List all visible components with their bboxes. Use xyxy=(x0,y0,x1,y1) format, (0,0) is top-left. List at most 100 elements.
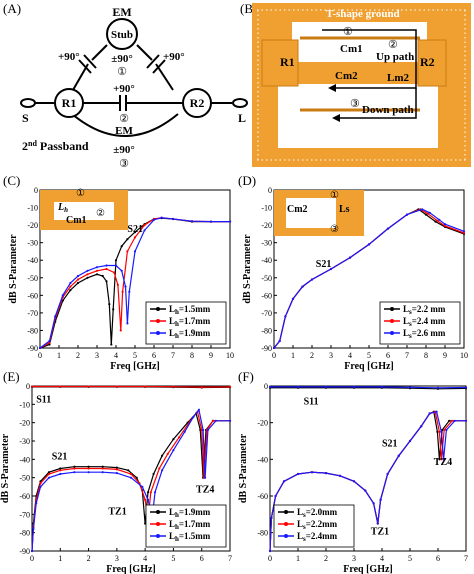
panel-a-label: (A) xyxy=(3,1,21,16)
series-point-2 xyxy=(464,419,468,422)
series-line-2 xyxy=(273,208,465,349)
series-point-4 xyxy=(324,385,328,388)
x-tick-label: 6 xyxy=(436,554,440,563)
y-tick-label: -80 xyxy=(27,326,38,335)
y-tick-label: -30 xyxy=(261,239,272,248)
series-point-2 xyxy=(228,419,232,422)
inset-c-lh: Lh xyxy=(57,202,68,214)
inset-d: ① ③ Cm2 Ls xyxy=(274,190,364,236)
series-point-0 xyxy=(114,259,118,262)
legend-marker xyxy=(284,510,288,514)
legend-marker xyxy=(156,510,160,514)
series-point-0 xyxy=(73,465,76,468)
x-axis-label: Freq [GHz] xyxy=(106,564,156,574)
series-point-0 xyxy=(110,343,113,346)
series-point-1 xyxy=(133,236,137,239)
series-point-2 xyxy=(69,281,72,285)
y-tick-label: 0 xyxy=(34,186,38,195)
series-point-4 xyxy=(296,385,300,388)
chart-f: (F) 0 1 2 3 4 5 6 7 -80 -60 -40 -20 0 Freq [GHz] dB S-P… xyxy=(238,369,468,574)
y-tick-label: -20 xyxy=(27,221,38,230)
load-label: L xyxy=(238,111,246,125)
series-point-2 xyxy=(202,428,205,432)
series-point-2 xyxy=(146,498,150,501)
x-tick-label: 7 xyxy=(405,351,409,360)
y-tick-label: -60 xyxy=(257,492,268,501)
mid-em: EM xyxy=(115,125,133,137)
series-point-0 xyxy=(120,245,123,248)
panel-label: (F) xyxy=(238,369,254,384)
y-tick-label: -90 xyxy=(19,547,30,556)
series-point-2 xyxy=(372,502,375,505)
x-tick-label: 2 xyxy=(324,554,328,563)
series-point-2 xyxy=(206,428,209,432)
series-point-1 xyxy=(69,285,72,288)
series-point-2 xyxy=(73,471,76,474)
series-point-2 xyxy=(183,430,186,433)
panel-a-schematic: (A) EM Stub R1 R2 S L +90° +90° ±90° ① +… xyxy=(3,1,248,170)
series-point-0 xyxy=(101,465,104,468)
line-right-lower xyxy=(155,63,174,91)
series-point-2 xyxy=(376,522,379,525)
x-tick-label: 3 xyxy=(95,351,99,360)
series-point-2 xyxy=(364,489,367,492)
y-tick-label: -10 xyxy=(27,204,38,213)
x-tick-label: 3 xyxy=(352,554,356,563)
legend-entry: Lh=1.7mm xyxy=(169,519,211,531)
series-point-2 xyxy=(420,425,423,428)
legend-entry: Ls=2.6 mm xyxy=(403,328,446,340)
series-point-0 xyxy=(126,238,129,241)
series-point-1 xyxy=(47,472,51,476)
y-tick-label: -60 xyxy=(19,492,30,501)
series-point-0 xyxy=(87,465,90,468)
y-axis-label: dB S-Parameter xyxy=(242,234,253,304)
series-point-2 xyxy=(120,269,123,272)
ground-label: T-shape ground xyxy=(326,8,400,20)
series-point-4 xyxy=(115,385,118,388)
x-tick-label: 4 xyxy=(114,351,118,360)
stub-num: ① xyxy=(117,66,127,78)
down-path-label: Down path xyxy=(362,104,414,116)
series-point-4 xyxy=(200,386,203,389)
x-tick-label: 5 xyxy=(367,351,371,360)
series-point-0 xyxy=(95,273,99,276)
x-axis-label: Freq [GHz] xyxy=(344,361,394,372)
x-tick-label: 10 xyxy=(460,351,468,360)
series-point-2 xyxy=(204,476,207,479)
phase-mid: +90° xyxy=(113,83,135,95)
series-point-1 xyxy=(76,278,80,281)
series-point-2 xyxy=(282,480,286,483)
series-point-2 xyxy=(228,220,232,223)
slot-lower xyxy=(278,84,438,148)
path-arrow-down xyxy=(340,88,417,119)
y-axis-label: dB S-Parameter xyxy=(8,234,19,304)
series-point-2 xyxy=(95,266,99,269)
series-point-4 xyxy=(436,386,440,389)
series-point-1 xyxy=(158,467,161,470)
y-tick-label: 0 xyxy=(26,382,30,391)
series-point-2 xyxy=(443,223,447,226)
x-tick-label: 7 xyxy=(171,351,175,360)
series-point-0 xyxy=(59,467,62,470)
inset-c-cm1: Cm1 xyxy=(66,215,87,226)
series-point-2 xyxy=(161,469,164,472)
series-point-0 xyxy=(105,280,108,283)
y-tick-label: -80 xyxy=(257,529,268,538)
x-tick-label: 2 xyxy=(310,351,314,360)
series-point-2 xyxy=(124,285,127,288)
series-point-4 xyxy=(380,385,384,388)
y-tick-label: -10 xyxy=(19,400,30,409)
series-point-2 xyxy=(47,476,51,479)
up-num: ② xyxy=(388,39,398,51)
inset-d-num3: ③ xyxy=(330,224,339,235)
y-tick-label: -40 xyxy=(19,455,30,464)
series-point-2 xyxy=(428,412,431,415)
series-point-2 xyxy=(141,485,144,488)
series-point-2 xyxy=(435,410,438,413)
legend-marker xyxy=(156,307,160,311)
series-point-4 xyxy=(352,385,356,388)
series-point-1 xyxy=(121,290,124,293)
series-point-0 xyxy=(434,220,437,223)
inset-c-slot xyxy=(54,202,114,220)
chart-e: (E) 0 1 2 3 4 5 6 7 -90 -80 -70 -60 -50 -40 -30 -20 -10 0 F… xyxy=(0,369,232,574)
